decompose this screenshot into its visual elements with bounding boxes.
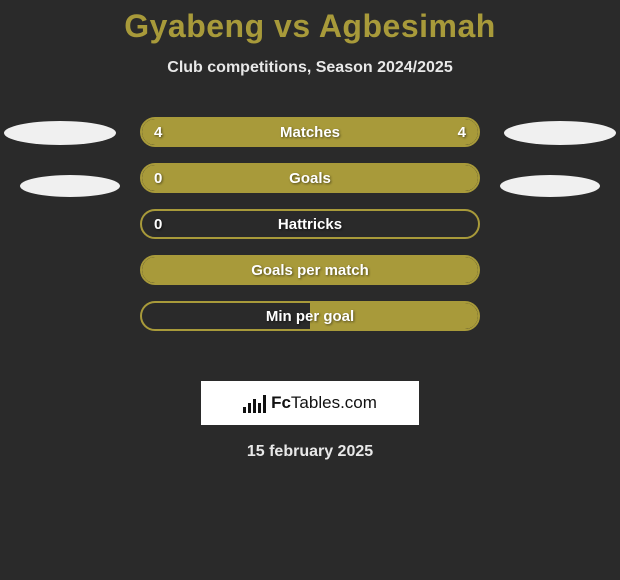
logo-text: FcTables.com (271, 393, 377, 413)
stat-row: Goals per match (140, 255, 480, 285)
logo-bar (258, 403, 261, 413)
logo-bar (253, 399, 256, 413)
bar-chart-icon (243, 393, 267, 413)
date-line: 15 february 2025 (0, 443, 620, 461)
stat-fill (142, 257, 478, 283)
decorative-ellipse (504, 121, 616, 145)
logo-bar (263, 395, 266, 413)
page-title: Gyabeng vs Agbesimah (0, 0, 620, 45)
stat-row: 0Hattricks (140, 209, 480, 239)
decorative-ellipse (20, 175, 120, 197)
stat-value-left: 0 (154, 216, 162, 233)
stat-fill (142, 119, 478, 145)
stat-value-left: 0 (154, 170, 162, 187)
fctables-logo: FcTables.com (201, 381, 419, 425)
stat-fill (142, 165, 478, 191)
stat-value-left: 4 (154, 124, 162, 141)
subtitle: Club competitions, Season 2024/2025 (0, 59, 620, 77)
decorative-ellipse (4, 121, 116, 145)
stat-label: Hattricks (142, 216, 478, 233)
stat-row: 0Goals (140, 163, 480, 193)
logo-bar (248, 403, 251, 413)
stat-value-right: 4 (458, 124, 466, 141)
stat-row: 44Matches (140, 117, 480, 147)
comparison-chart: 44Matches0Goals0HattricksGoals per match… (0, 105, 620, 365)
logo-bar (243, 407, 246, 413)
stat-row: Min per goal (140, 301, 480, 331)
stat-fill (310, 303, 478, 329)
decorative-ellipse (500, 175, 600, 197)
